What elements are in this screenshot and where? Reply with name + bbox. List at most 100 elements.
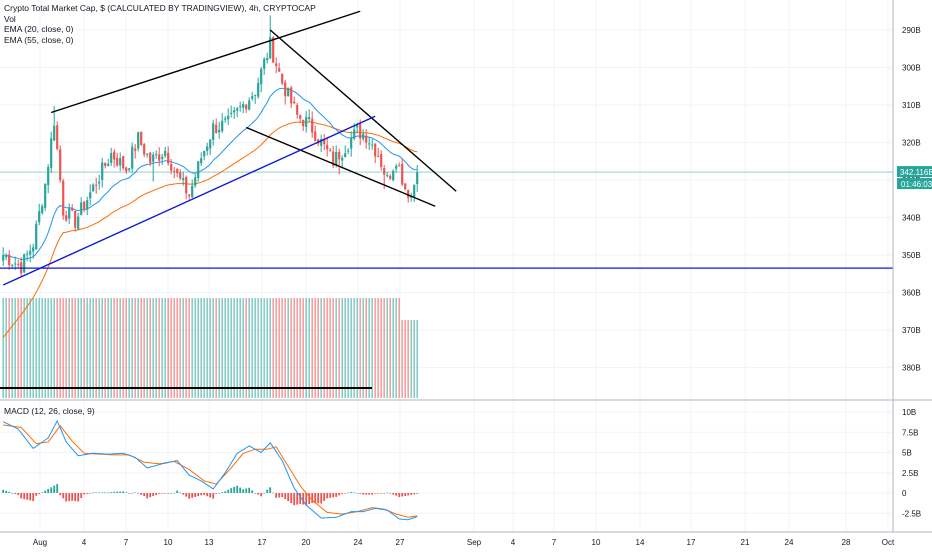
time-tick-label: 17 [258, 538, 267, 547]
candle-body [191, 185, 194, 198]
candle-body [182, 177, 185, 181]
candle [146, 152, 149, 158]
macd-histogram-bar [239, 487, 242, 493]
volume-bar [134, 298, 136, 398]
macd-histogram-bar [224, 491, 227, 493]
candle [101, 157, 104, 188]
macd-histogram-bar [233, 486, 236, 493]
candle-body [107, 163, 110, 166]
volume-bar [137, 298, 139, 398]
volume-bar [293, 298, 295, 398]
ema55-line [2, 121, 418, 338]
macd-histogram-bar [284, 493, 287, 500]
candle-body [164, 150, 167, 156]
volume-bar [47, 298, 49, 398]
candle-body [65, 215, 68, 221]
candle-body [407, 190, 410, 198]
candle [140, 131, 143, 147]
candle-body [221, 120, 224, 132]
time-tick-label: 7 [552, 538, 557, 547]
volume-bar [113, 298, 115, 398]
macd-histogram-bar [401, 493, 404, 497]
volume-bar [365, 298, 367, 398]
candle [149, 151, 152, 167]
volume-bar [317, 298, 319, 398]
candle-body [173, 170, 176, 172]
macd-histogram-bar [8, 491, 11, 493]
volume-bar [71, 298, 73, 398]
macd-histogram-bar [395, 493, 398, 496]
macd-histogram-bar [122, 491, 125, 493]
candle [20, 257, 23, 277]
candle [338, 148, 341, 175]
time-tick-label: 20 [302, 538, 311, 547]
volume-bar [404, 320, 406, 398]
macd-histogram-bar [209, 493, 212, 498]
volume-bar [2, 298, 4, 398]
candle [74, 210, 77, 232]
volume-bar [302, 298, 304, 398]
volume-bar [338, 298, 340, 398]
candle-body [62, 180, 65, 216]
volume-bar [155, 298, 157, 398]
volume-bar [380, 298, 382, 398]
macd-histogram-bar [68, 493, 71, 502]
volume-bar [35, 298, 37, 398]
macd-histogram-bar [11, 492, 14, 494]
volume-bar [383, 298, 385, 398]
macd-histogram-bar [278, 493, 281, 498]
macd-histogram-bar [365, 493, 368, 495]
time-tick-label: 4 [82, 538, 87, 547]
candle-body [146, 153, 149, 155]
candle [95, 177, 98, 194]
volume-bar [209, 298, 211, 398]
volume-bar [329, 298, 331, 398]
volume-bar [200, 298, 202, 398]
candle-body [281, 73, 284, 84]
candle [167, 146, 170, 166]
macd-histogram-bar [32, 493, 35, 502]
candle-body [113, 151, 116, 160]
volume-bar [335, 298, 337, 398]
macd-histogram-bar [323, 493, 326, 501]
candle [377, 147, 380, 158]
candle-body [398, 165, 401, 167]
volume-bar [191, 298, 193, 398]
price-tick-label: 320B [902, 139, 921, 148]
volume-bar [53, 298, 55, 398]
candle-body [122, 155, 125, 169]
candle [143, 142, 146, 158]
volume-bar [179, 298, 181, 398]
volume-bar [143, 298, 145, 398]
macd-histogram-bar [206, 493, 209, 497]
macd-histogram-bar [134, 492, 137, 494]
volume-bar [299, 298, 301, 398]
macd-histogram-bar [20, 493, 23, 499]
macd-histogram-bar [344, 493, 347, 494]
volume-bar [395, 298, 397, 398]
volume-bar [83, 298, 85, 398]
macd-line [2, 419, 418, 521]
candle-body [74, 210, 77, 228]
candle-body [95, 184, 98, 186]
macd-histogram-bar [251, 490, 254, 493]
legend-vol: Vol [4, 13, 16, 24]
volume-bar [5, 298, 7, 398]
volume-bar [89, 298, 91, 398]
candle-body [86, 200, 89, 210]
price-tick-label: 300B [902, 64, 921, 73]
volume-bar [203, 298, 205, 398]
volume-bar [92, 298, 94, 398]
candle-body [206, 146, 209, 151]
candle [155, 150, 158, 159]
candle [239, 101, 242, 112]
macd-histogram-bar [194, 493, 197, 497]
candle-body [101, 162, 104, 181]
legend-title: Crypto Total Market Cap, $ (CALCULATED B… [4, 3, 316, 13]
candle-body [266, 57, 269, 61]
candle-body [326, 144, 329, 150]
candle [413, 184, 416, 203]
candle-body [158, 154, 161, 161]
